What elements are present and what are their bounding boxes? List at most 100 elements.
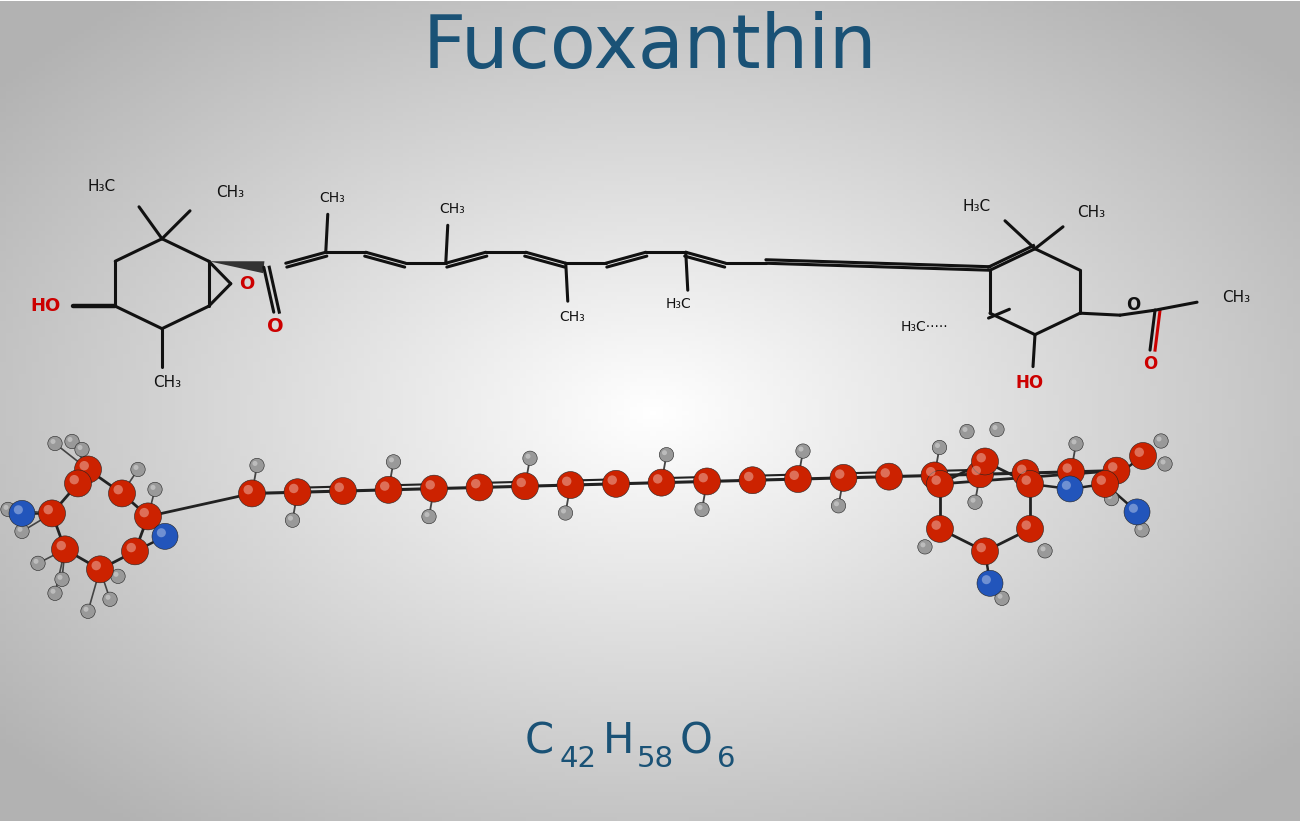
Circle shape — [1017, 470, 1044, 498]
Circle shape — [511, 473, 538, 500]
Circle shape — [238, 480, 265, 507]
Circle shape — [334, 483, 345, 492]
Circle shape — [1057, 458, 1084, 485]
Polygon shape — [209, 261, 264, 273]
Circle shape — [1011, 460, 1039, 487]
Text: C: C — [525, 720, 554, 762]
Circle shape — [1161, 460, 1166, 465]
Circle shape — [976, 543, 985, 553]
Circle shape — [976, 453, 985, 462]
Circle shape — [1092, 470, 1118, 498]
Circle shape — [1102, 457, 1130, 484]
Circle shape — [926, 467, 936, 476]
Circle shape — [43, 505, 53, 514]
Circle shape — [694, 502, 710, 516]
Circle shape — [959, 424, 974, 438]
Circle shape — [935, 443, 940, 448]
Circle shape — [131, 462, 146, 477]
Circle shape — [134, 503, 161, 530]
Circle shape — [693, 468, 720, 495]
Circle shape — [1108, 494, 1112, 499]
Circle shape — [471, 479, 481, 488]
Circle shape — [51, 439, 56, 444]
Text: CH₃: CH₃ — [216, 186, 244, 200]
Circle shape — [1037, 544, 1052, 558]
Circle shape — [880, 468, 890, 478]
Circle shape — [17, 527, 22, 532]
Circle shape — [4, 505, 9, 510]
Text: CH₃: CH₃ — [153, 375, 181, 390]
Text: HO: HO — [30, 297, 60, 315]
Circle shape — [105, 594, 110, 600]
Circle shape — [932, 475, 941, 485]
Circle shape — [1135, 523, 1149, 537]
Text: CH₃: CH₃ — [1222, 290, 1251, 305]
Circle shape — [68, 437, 73, 442]
Circle shape — [971, 498, 975, 502]
Circle shape — [329, 478, 356, 505]
Circle shape — [83, 607, 88, 612]
Circle shape — [653, 475, 663, 484]
Circle shape — [1135, 447, 1144, 457]
Text: O: O — [239, 275, 255, 293]
Circle shape — [465, 474, 493, 501]
Circle shape — [698, 473, 708, 483]
Circle shape — [31, 556, 46, 571]
Circle shape — [81, 604, 95, 618]
Circle shape — [1022, 475, 1031, 485]
Circle shape — [835, 502, 838, 507]
Circle shape — [75, 443, 90, 456]
Circle shape — [1071, 439, 1076, 444]
Circle shape — [602, 470, 629, 498]
Circle shape — [992, 425, 997, 430]
Circle shape — [1124, 499, 1150, 525]
Circle shape — [798, 447, 803, 452]
Circle shape — [139, 508, 150, 517]
Text: H: H — [603, 720, 634, 762]
Circle shape — [1158, 456, 1173, 471]
Circle shape — [148, 482, 162, 497]
Circle shape — [978, 571, 1004, 596]
Circle shape — [48, 586, 62, 600]
Circle shape — [744, 472, 754, 481]
Circle shape — [558, 506, 573, 521]
Circle shape — [421, 509, 437, 524]
Circle shape — [9, 501, 35, 526]
Circle shape — [113, 485, 124, 494]
Circle shape — [78, 445, 82, 450]
Circle shape — [79, 461, 88, 470]
Text: O: O — [680, 720, 712, 762]
Circle shape — [14, 524, 29, 539]
Circle shape — [920, 543, 926, 548]
Circle shape — [1130, 443, 1157, 470]
Circle shape — [1096, 475, 1106, 485]
Circle shape — [962, 427, 967, 432]
Text: CH₃: CH₃ — [559, 310, 585, 324]
Circle shape — [738, 467, 766, 493]
Circle shape — [989, 422, 1004, 437]
Circle shape — [516, 478, 526, 487]
Circle shape — [65, 470, 91, 497]
Circle shape — [1108, 462, 1118, 471]
Circle shape — [796, 444, 810, 458]
Circle shape — [52, 536, 78, 563]
Circle shape — [121, 538, 148, 565]
Circle shape — [1062, 481, 1071, 490]
Text: CH₃: CH₃ — [318, 191, 344, 205]
Circle shape — [1017, 516, 1044, 543]
Circle shape — [285, 513, 300, 527]
Circle shape — [420, 475, 447, 502]
Circle shape — [647, 469, 675, 496]
Circle shape — [920, 462, 948, 489]
Circle shape — [698, 505, 702, 510]
Circle shape — [386, 455, 400, 469]
Circle shape — [151, 485, 156, 490]
Text: CH₃: CH₃ — [1076, 205, 1105, 220]
Circle shape — [971, 466, 982, 475]
Circle shape — [14, 505, 23, 514]
Text: O: O — [1143, 355, 1157, 373]
Circle shape — [607, 475, 618, 484]
Circle shape — [1069, 437, 1083, 451]
Circle shape — [380, 481, 390, 491]
Circle shape — [556, 471, 584, 498]
